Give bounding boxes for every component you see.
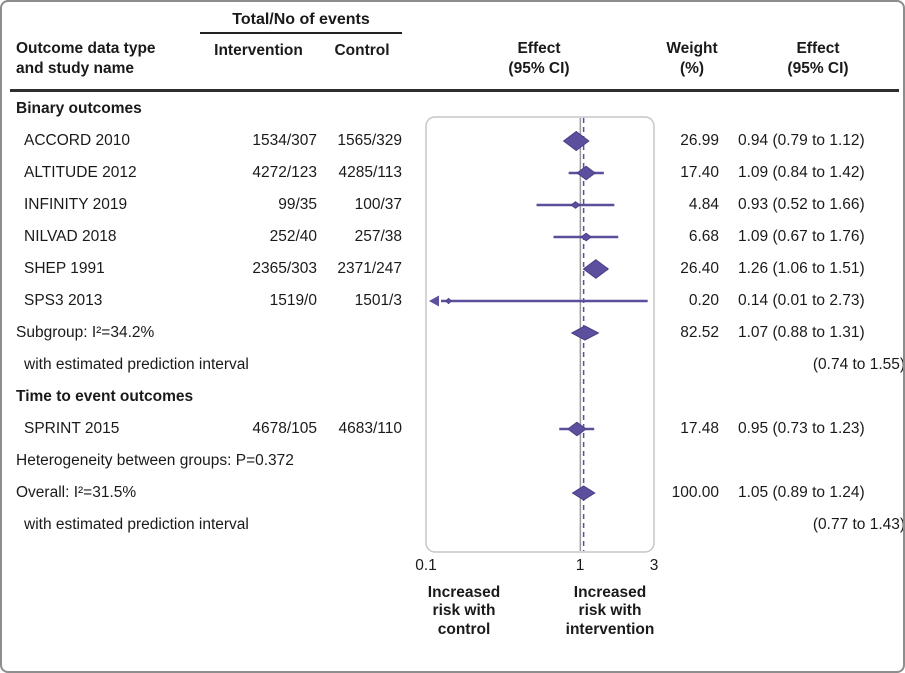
control-events: 4683/110 bbox=[338, 420, 403, 437]
weight-value: 100.00 bbox=[671, 484, 719, 501]
header-separator-line bbox=[10, 89, 899, 92]
intervention-events: 252/40 bbox=[269, 228, 317, 245]
study-name: NILVAD 2018 bbox=[24, 228, 117, 245]
events-group-header: Total/No of events bbox=[200, 11, 402, 34]
column-header-intervention: Intervention bbox=[214, 42, 303, 59]
column-header-effect-text: Effect (95% CI) bbox=[787, 40, 849, 77]
study-row: INFINITY 2019 99/35 100/37 4.84 0.93 (0.… bbox=[2, 189, 903, 221]
study-row: SPRINT 2015 4678/105 4683/110 17.48 0.95… bbox=[2, 413, 903, 445]
weight-value: 4.84 bbox=[688, 196, 719, 213]
intervention-events: 4272/123 bbox=[252, 164, 317, 181]
effect-ci-value: 0.94 (0.79 to 1.12) bbox=[738, 132, 865, 149]
effect-ci-value: 0.14 (0.01 to 2.73) bbox=[738, 292, 865, 309]
effect-ci-value: 1.05 (0.89 to 1.24) bbox=[738, 484, 865, 501]
subgroup-label: Subgroup: I²=34.2% bbox=[16, 324, 155, 341]
control-events: 100/37 bbox=[354, 196, 402, 213]
risk-direction-right-label: Increased risk with intervention bbox=[565, 584, 655, 638]
subgroup-summary-row: Subgroup: I²=34.2% 82.52 1.07 (0.88 to 1… bbox=[2, 317, 903, 349]
column-header-control: Control bbox=[334, 42, 390, 59]
study-name: SHEP 1991 bbox=[24, 260, 105, 277]
section-label: Time to event outcomes bbox=[16, 388, 194, 405]
column-header-weight: Weight (%) bbox=[666, 40, 718, 77]
control-events: 1501/3 bbox=[354, 292, 402, 309]
control-events: 4285/113 bbox=[338, 164, 403, 181]
study-row: ALTITUDE 2012 4272/123 4285/113 17.40 1.… bbox=[2, 157, 903, 189]
study-name: ALTITUDE 2012 bbox=[24, 164, 137, 181]
note-text: Heterogeneity between groups: P=0.372 bbox=[16, 452, 294, 469]
study-row: SHEP 1991 2365/303 2371/247 26.40 1.26 (… bbox=[2, 253, 903, 285]
heterogeneity-row: Heterogeneity between groups: P=0.372 bbox=[2, 445, 903, 477]
section-row: Binary outcomes bbox=[2, 93, 903, 125]
effect-ci-value: 1.07 (0.88 to 1.31) bbox=[738, 324, 865, 341]
overall-label: Overall: I²=31.5% bbox=[16, 484, 137, 501]
weight-value: 0.20 bbox=[688, 292, 719, 309]
weight-value: 26.40 bbox=[680, 260, 719, 277]
axis-tick-0.1: 0.1 bbox=[415, 557, 437, 574]
risk-direction-left-label: Increased risk with control bbox=[427, 584, 501, 638]
column-header-study: Outcome data type and study name bbox=[16, 40, 156, 77]
study-name: INFINITY 2019 bbox=[24, 196, 128, 213]
effect-ci-value: 0.93 (0.52 to 1.66) bbox=[738, 196, 865, 213]
section-label: Binary outcomes bbox=[16, 100, 142, 117]
study-row: ACCORD 2010 1534/307 1565/329 26.99 0.94… bbox=[2, 125, 903, 157]
study-name: SPS3 2013 bbox=[24, 292, 103, 309]
study-name: ACCORD 2010 bbox=[24, 132, 130, 149]
effect-ci-value: 1.09 (0.84 to 1.42) bbox=[738, 164, 865, 181]
weight-value: 82.52 bbox=[680, 324, 719, 341]
intervention-events: 99/35 bbox=[278, 196, 317, 213]
intervention-events: 1519/0 bbox=[269, 292, 317, 309]
weight-value: 6.68 bbox=[688, 228, 719, 245]
weight-value: 26.99 bbox=[680, 132, 719, 149]
table-body: Binary outcomes ACCORD 2010 1534/307 156… bbox=[2, 93, 903, 541]
effect-ci-value: 1.26 (1.06 to 1.51) bbox=[738, 260, 865, 277]
control-events: 1565/329 bbox=[337, 132, 402, 149]
axis-tick-3: 3 bbox=[649, 557, 659, 574]
effect-ci-value: (0.74 to 1.55) bbox=[812, 356, 905, 373]
effect-ci-value: 0.95 (0.73 to 1.23) bbox=[738, 420, 865, 437]
study-row: SPS3 2013 1519/0 1501/3 0.20 0.14 (0.01 … bbox=[2, 285, 903, 317]
overall-summary-row: Overall: I²=31.5% 100.00 1.05 (0.89 to 1… bbox=[2, 477, 903, 509]
weight-value: 17.40 bbox=[680, 164, 719, 181]
study-row: NILVAD 2018 252/40 257/38 6.68 1.09 (0.6… bbox=[2, 221, 903, 253]
intervention-events: 2365/303 bbox=[252, 260, 317, 277]
prediction-interval-row: with estimated prediction interval (0.77… bbox=[2, 509, 903, 541]
control-events: 257/38 bbox=[354, 228, 402, 245]
prediction-interval-row: with estimated prediction interval (0.74… bbox=[2, 349, 903, 381]
section-row: Time to event outcomes bbox=[2, 381, 903, 413]
column-header-effect-plot: Effect (95% CI) bbox=[508, 40, 570, 77]
effect-ci-value: (0.77 to 1.43) bbox=[812, 516, 905, 533]
weight-value: 17.48 bbox=[680, 420, 719, 437]
intervention-events: 4678/105 bbox=[252, 420, 317, 437]
study-name: SPRINT 2015 bbox=[24, 420, 120, 437]
axis-tick-1: 1 bbox=[575, 557, 585, 574]
control-events: 2371/247 bbox=[337, 260, 402, 277]
effect-ci-value: 1.09 (0.67 to 1.76) bbox=[738, 228, 865, 245]
intervention-events: 1534/307 bbox=[252, 132, 317, 149]
note-text: with estimated prediction interval bbox=[24, 356, 249, 373]
note-text: with estimated prediction interval bbox=[24, 516, 249, 533]
